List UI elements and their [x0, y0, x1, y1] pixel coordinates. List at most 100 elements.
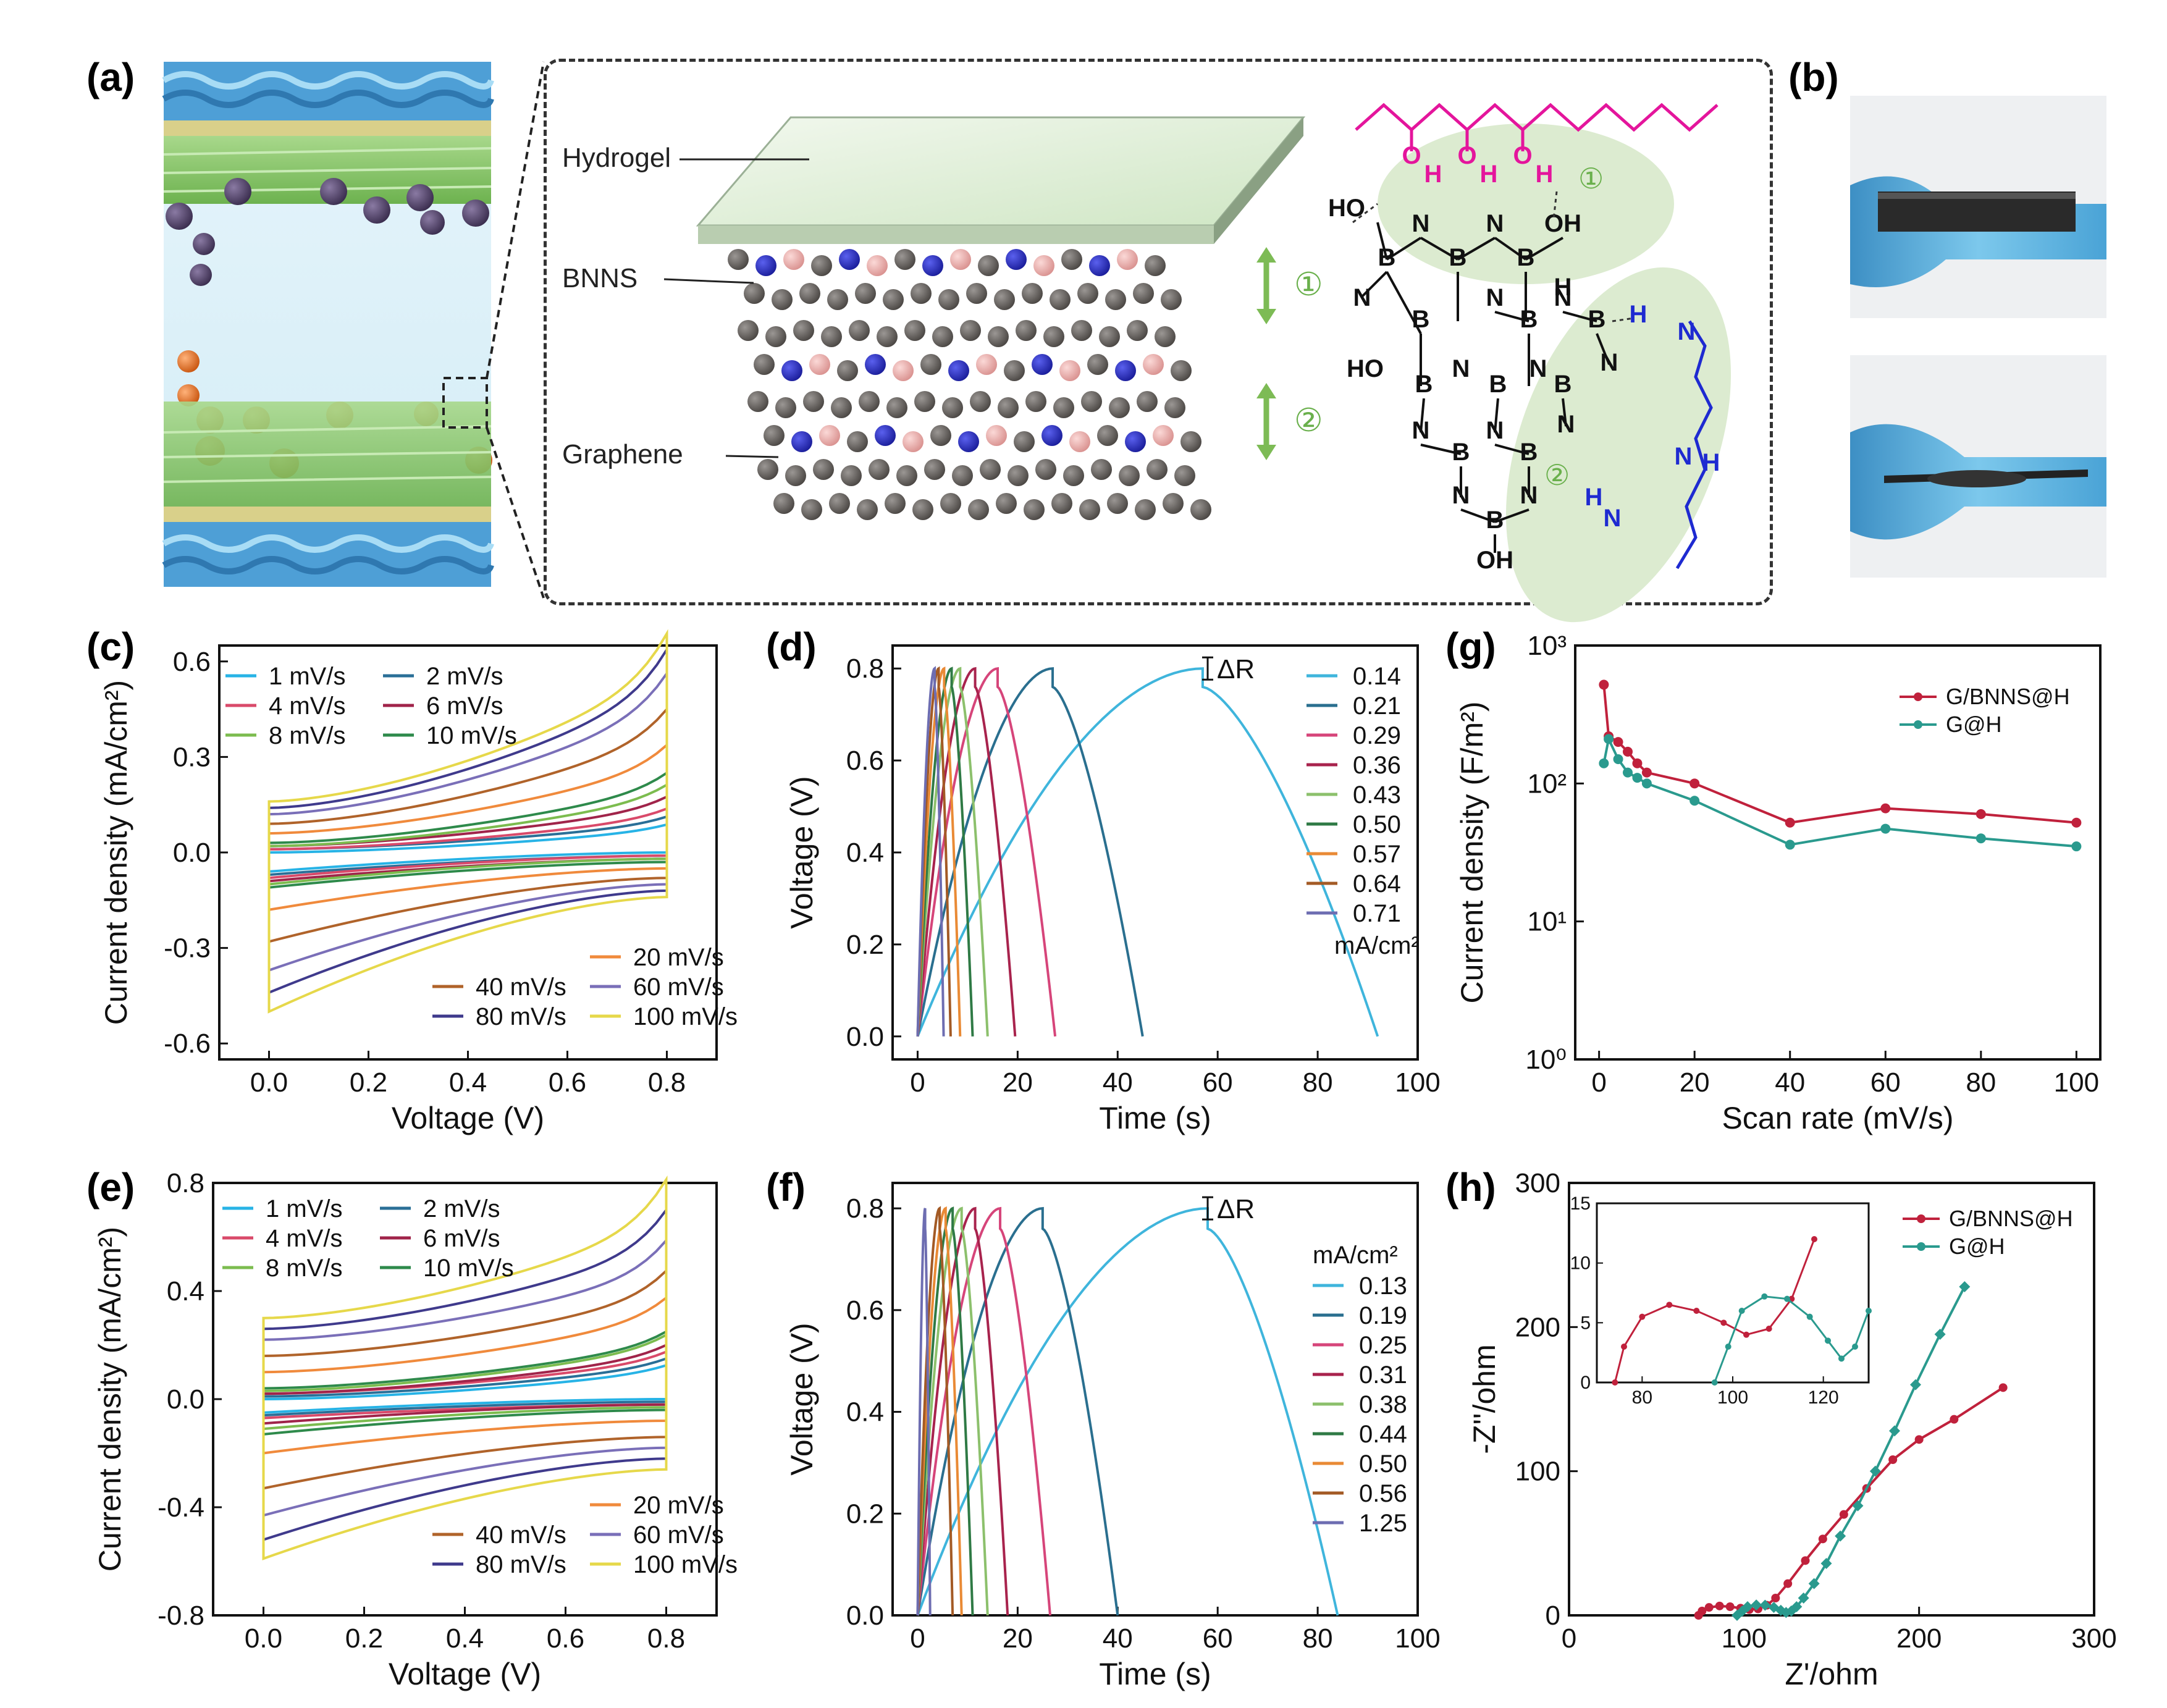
- legend-marker: [1917, 1214, 1925, 1223]
- atom: [976, 354, 997, 375]
- chart-f-gcd-graphene: 0 20 40 60 80 100 0.0 0.2 0.4 0.6 0.8 Time (s) Volta…: [785, 1182, 1441, 1691]
- atom: [1024, 499, 1045, 520]
- inset-data-point: [1738, 1308, 1745, 1314]
- atom: [847, 431, 868, 452]
- chem-atom: H: [1554, 274, 1572, 301]
- y-tick-label: 0.8: [846, 654, 884, 684]
- data-point: [1604, 734, 1614, 744]
- chem-bond: [1420, 444, 1462, 455]
- x-tick-label: 100: [2054, 1067, 2099, 1098]
- atom: [819, 425, 840, 446]
- atom: [893, 360, 914, 381]
- layered-structure-illustration: Hydrogel BNNS Graphene ① ②: [562, 116, 1323, 520]
- atom: [837, 360, 858, 381]
- x-tick-label: 60: [1203, 1623, 1233, 1654]
- chem-atom: N: [1675, 443, 1693, 470]
- chem-atom: N: [1452, 355, 1470, 382]
- chem-atom: B: [1412, 306, 1430, 333]
- y-tick-label: 100: [1515, 1457, 1560, 1487]
- inset-data-point: [1784, 1295, 1790, 1302]
- x-tick-label: 80: [1966, 1067, 1996, 1098]
- atom: [1135, 499, 1156, 520]
- data-point: [1914, 1435, 1924, 1444]
- gcd-curve-0.31: [916, 1206, 1009, 1616]
- x-tick-label: 0: [910, 1067, 925, 1098]
- legend-label: 4 mV/s: [269, 692, 345, 720]
- gcd-curve-0.43: [916, 667, 989, 1037]
- chem-bond: [1386, 271, 1422, 334]
- inset-data-point: [1720, 1319, 1727, 1326]
- chem-bond: [1494, 508, 1530, 523]
- gcd-curve-0.36: [916, 667, 1017, 1037]
- atom: [829, 493, 850, 514]
- inset-data-point: [1711, 1379, 1718, 1386]
- inset-y-tick-label: 0: [1580, 1373, 1591, 1393]
- atom: [1107, 493, 1128, 514]
- atom: [1059, 360, 1080, 381]
- x-tick-label: 0.4: [446, 1623, 484, 1654]
- hydrogen-bond: [1612, 317, 1635, 322]
- chem-atom: B: [1449, 244, 1467, 271]
- atom: [865, 354, 886, 375]
- legend-unit-label: mA/cm²: [1334, 932, 1420, 959]
- data-point: [1785, 817, 1795, 828]
- y-tick-label: -0.4: [158, 1492, 204, 1523]
- data-point: [1641, 767, 1652, 778]
- gcd-curve-0.19: [916, 1206, 1119, 1616]
- data-point: [1698, 1607, 1707, 1615]
- chem-bond: [1386, 237, 1422, 261]
- atom: [867, 255, 888, 276]
- atom: [775, 397, 796, 418]
- gcd-curve-0.44: [916, 1206, 974, 1616]
- atom: [857, 499, 878, 520]
- atom: [799, 283, 820, 304]
- top-fabric-current-collector: [162, 62, 494, 136]
- panel-label-h: (h): [1445, 1165, 1496, 1209]
- y-tick-label: 10⁰: [1525, 1045, 1567, 1075]
- data-point: [1835, 1530, 1846, 1542]
- chem-atom: H: [1585, 484, 1603, 511]
- data-point: [1689, 778, 1700, 789]
- atom: [875, 425, 896, 446]
- x-tick-label: 0.0: [250, 1067, 288, 1098]
- y-tick-label: 0: [1546, 1601, 1560, 1631]
- interaction-arrow-1: ①: [1256, 247, 1323, 324]
- atom: [998, 397, 1019, 418]
- atom: [1125, 431, 1146, 452]
- y-tick-label: 10¹: [1527, 907, 1567, 937]
- data-point: [1791, 1601, 1803, 1612]
- legend-label: 20 mV/s: [633, 1492, 724, 1519]
- legend-label: 0.43: [1353, 781, 1401, 809]
- atom: [869, 459, 890, 480]
- chem-atom: B: [1489, 371, 1507, 398]
- inset-data-point: [1765, 1326, 1772, 1332]
- atom: [885, 493, 906, 514]
- chem-bond: [1494, 311, 1530, 322]
- data-point: [1880, 823, 1891, 834]
- atom: [1079, 499, 1100, 520]
- legend-label: 10 mV/s: [423, 1255, 514, 1282]
- chem-atom: B: [1554, 371, 1572, 398]
- atom: [914, 391, 935, 412]
- gcd-curve-0.56: [916, 1206, 954, 1616]
- atom: [938, 289, 959, 310]
- atom: [1087, 354, 1108, 375]
- atom: [1033, 255, 1054, 276]
- y-tick-label: 0.0: [173, 838, 211, 868]
- x-tick-label: 40: [1103, 1067, 1133, 1098]
- cv-curve-100-mV-s: [267, 629, 668, 1014]
- photo-bent: [1850, 355, 2106, 578]
- x-tick-label: 0.0: [245, 1623, 282, 1654]
- atom: [793, 320, 814, 341]
- chemical-structure: OHOHOHHONNOHBBBNNNHBBBHONNNBBBNNNBBNNBOH…: [1328, 103, 1731, 623]
- atom: [911, 283, 932, 304]
- data-point: [1783, 1579, 1793, 1588]
- polymer-backbone: [1355, 103, 1719, 132]
- atom: [813, 459, 834, 480]
- chem-atom: B: [1415, 371, 1433, 398]
- chem-atom-labels: OHOHOHHONNOHBBBNNNHBBBHONNNBBBNNNBBNNBOH…: [1328, 142, 1720, 574]
- atom: [960, 320, 981, 341]
- inset-data-point: [1761, 1293, 1768, 1300]
- data-point: [2071, 817, 2082, 828]
- y-tick-label: 10³: [1527, 631, 1567, 661]
